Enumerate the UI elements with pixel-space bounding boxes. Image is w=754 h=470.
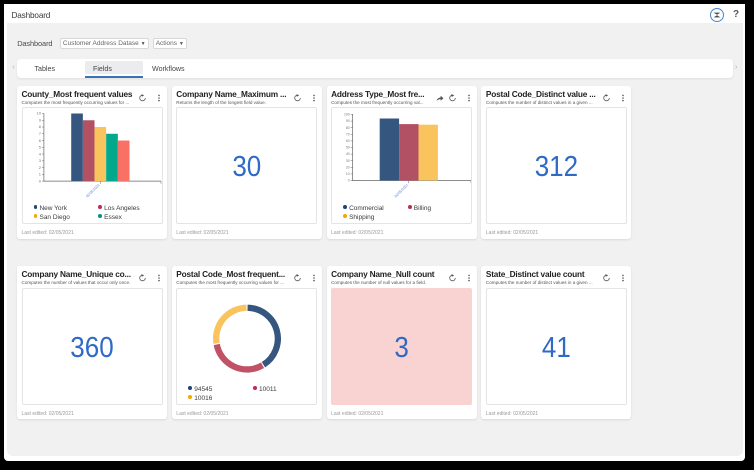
svg-text:10: 10 bbox=[36, 111, 41, 116]
svg-text:30: 30 bbox=[346, 159, 350, 163]
svg-text:8: 8 bbox=[38, 124, 41, 129]
svg-text:90: 90 bbox=[346, 119, 350, 123]
svg-text:4: 4 bbox=[38, 151, 41, 156]
svg-text:80: 80 bbox=[346, 126, 350, 130]
svg-text:40: 40 bbox=[346, 152, 350, 156]
svg-text:02/05/2021: 02/05/2021 bbox=[85, 183, 101, 199]
svg-text:3: 3 bbox=[38, 158, 41, 163]
svg-text:100: 100 bbox=[344, 113, 350, 117]
svg-text:6: 6 bbox=[38, 138, 41, 143]
svg-text:70: 70 bbox=[346, 132, 350, 136]
svg-text:1: 1 bbox=[38, 172, 41, 177]
svg-text:60: 60 bbox=[346, 139, 350, 143]
svg-text:20: 20 bbox=[346, 165, 350, 169]
svg-text:10: 10 bbox=[346, 172, 350, 176]
svg-text:9: 9 bbox=[38, 118, 41, 123]
svg-text:7: 7 bbox=[38, 131, 41, 136]
svg-text:02/05/2021: 02/05/2021 bbox=[394, 183, 410, 199]
svg-text:0: 0 bbox=[38, 178, 41, 183]
svg-text:0: 0 bbox=[348, 179, 350, 183]
svg-text:50: 50 bbox=[346, 146, 350, 150]
svg-text:2: 2 bbox=[38, 165, 41, 170]
svg-text:5: 5 bbox=[38, 145, 41, 150]
